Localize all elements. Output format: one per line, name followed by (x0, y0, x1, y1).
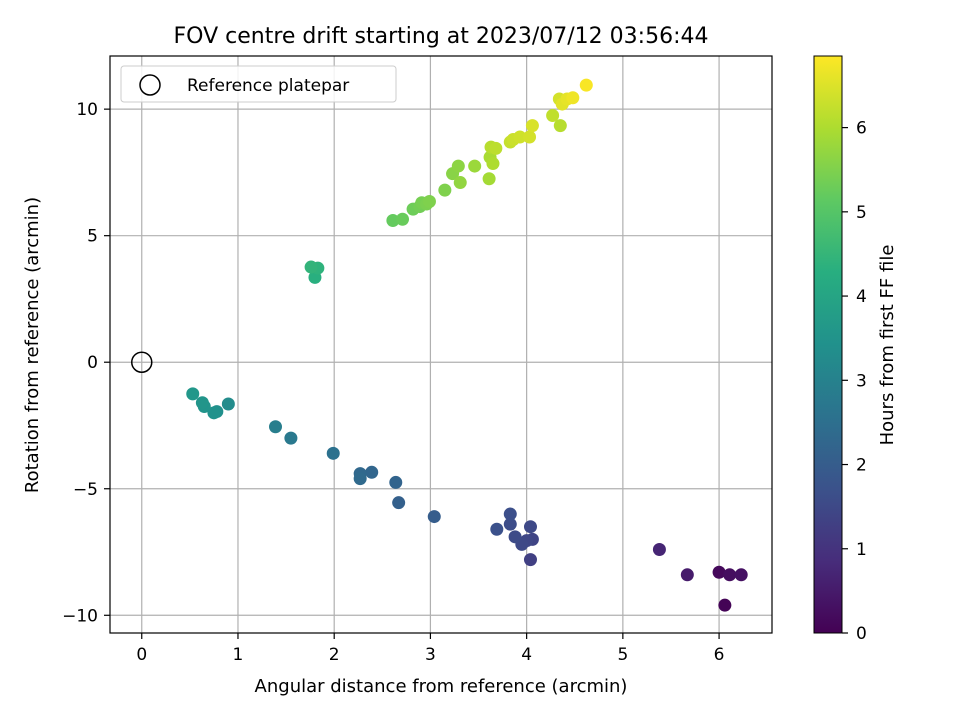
x-tick-label: 4 (521, 645, 532, 665)
data-point (396, 212, 410, 226)
y-tick-label: 10 (76, 100, 98, 120)
data-point (712, 565, 726, 579)
data-point (546, 108, 560, 122)
y-tick-label: 5 (87, 227, 98, 247)
data-point (508, 530, 522, 544)
y-tick-label: 0 (87, 353, 98, 373)
x-tick-label: 6 (714, 645, 725, 665)
data-point (207, 406, 221, 420)
data-point (468, 159, 482, 173)
colorbar-tick-label: 1 (856, 540, 867, 560)
x-tick-label: 3 (425, 645, 436, 665)
y-tick-label: −5 (73, 480, 98, 500)
data-point (386, 213, 400, 227)
data-point (365, 465, 379, 479)
plot-frame (109, 55, 773, 634)
data-point (389, 475, 403, 489)
data-point (195, 396, 209, 410)
data-point (284, 431, 298, 445)
legend: Reference platepar (120, 65, 397, 103)
data-point (680, 568, 694, 582)
x-tick-label: 1 (233, 645, 244, 665)
colorbar-ticks: 0 1 2 3 4 5 6 (842, 119, 867, 644)
chart-title: FOV centre drift starting at 2023/07/12 … (174, 24, 709, 49)
data-point (579, 78, 593, 92)
colorbar: 0 1 2 3 4 5 6 Hours from first FF file (813, 55, 898, 644)
data-point (503, 517, 517, 531)
colorbar-tick-label: 0 (856, 624, 867, 644)
data-point (513, 130, 527, 144)
data-points (131, 78, 748, 612)
data-point (503, 507, 517, 521)
data-point (422, 195, 436, 209)
data-point (489, 141, 503, 155)
data-point (451, 159, 465, 173)
x-axis-ticks: 0 1 2 3 4 5 6 (136, 633, 724, 665)
colorbar-tick-label: 4 (856, 287, 867, 307)
colorbar-tick-label: 5 (856, 203, 867, 223)
colorbar-tick-label: 3 (856, 371, 867, 391)
legend-box (120, 65, 397, 103)
data-point (482, 172, 496, 186)
legend-marker-reference (139, 74, 161, 96)
data-point (566, 91, 580, 105)
colorbar-tick-label: 6 (856, 119, 867, 139)
data-point (438, 183, 452, 197)
data-point (525, 119, 539, 133)
x-tick-label: 2 (329, 645, 340, 665)
data-point (427, 510, 441, 524)
colorbar-gradient (813, 55, 843, 634)
data-point (723, 568, 737, 582)
legend-entry-reference: Reference platepar (187, 76, 349, 96)
data-point (490, 522, 504, 536)
data-point (304, 260, 318, 274)
data-point (269, 420, 282, 434)
data-point (734, 568, 748, 582)
reference-platepar-marker (131, 351, 153, 373)
data-point (523, 520, 537, 534)
data-point (486, 157, 500, 171)
data-point (353, 472, 367, 486)
data-point (453, 176, 467, 190)
data-point (392, 496, 406, 510)
data-point (523, 553, 537, 567)
colorbar-tick-label: 2 (856, 456, 867, 476)
gridlines (110, 56, 772, 633)
data-point (186, 387, 200, 401)
data-point (221, 397, 235, 411)
data-point (326, 446, 340, 460)
x-tick-label: 0 (136, 645, 147, 665)
colorbar-label: Hours from first FF file (877, 245, 898, 446)
y-tick-label: −10 (62, 606, 98, 626)
y-axis-ticks: −10 −5 0 5 10 (62, 100, 110, 626)
x-tick-label: 5 (617, 645, 628, 665)
data-point (718, 598, 732, 612)
x-axis-label: Angular distance from reference (arcmin) (255, 676, 628, 697)
data-point (523, 130, 537, 144)
y-axis-label: Rotation from reference (arcmin) (22, 197, 43, 493)
data-point (553, 119, 567, 133)
data-point (652, 542, 666, 556)
